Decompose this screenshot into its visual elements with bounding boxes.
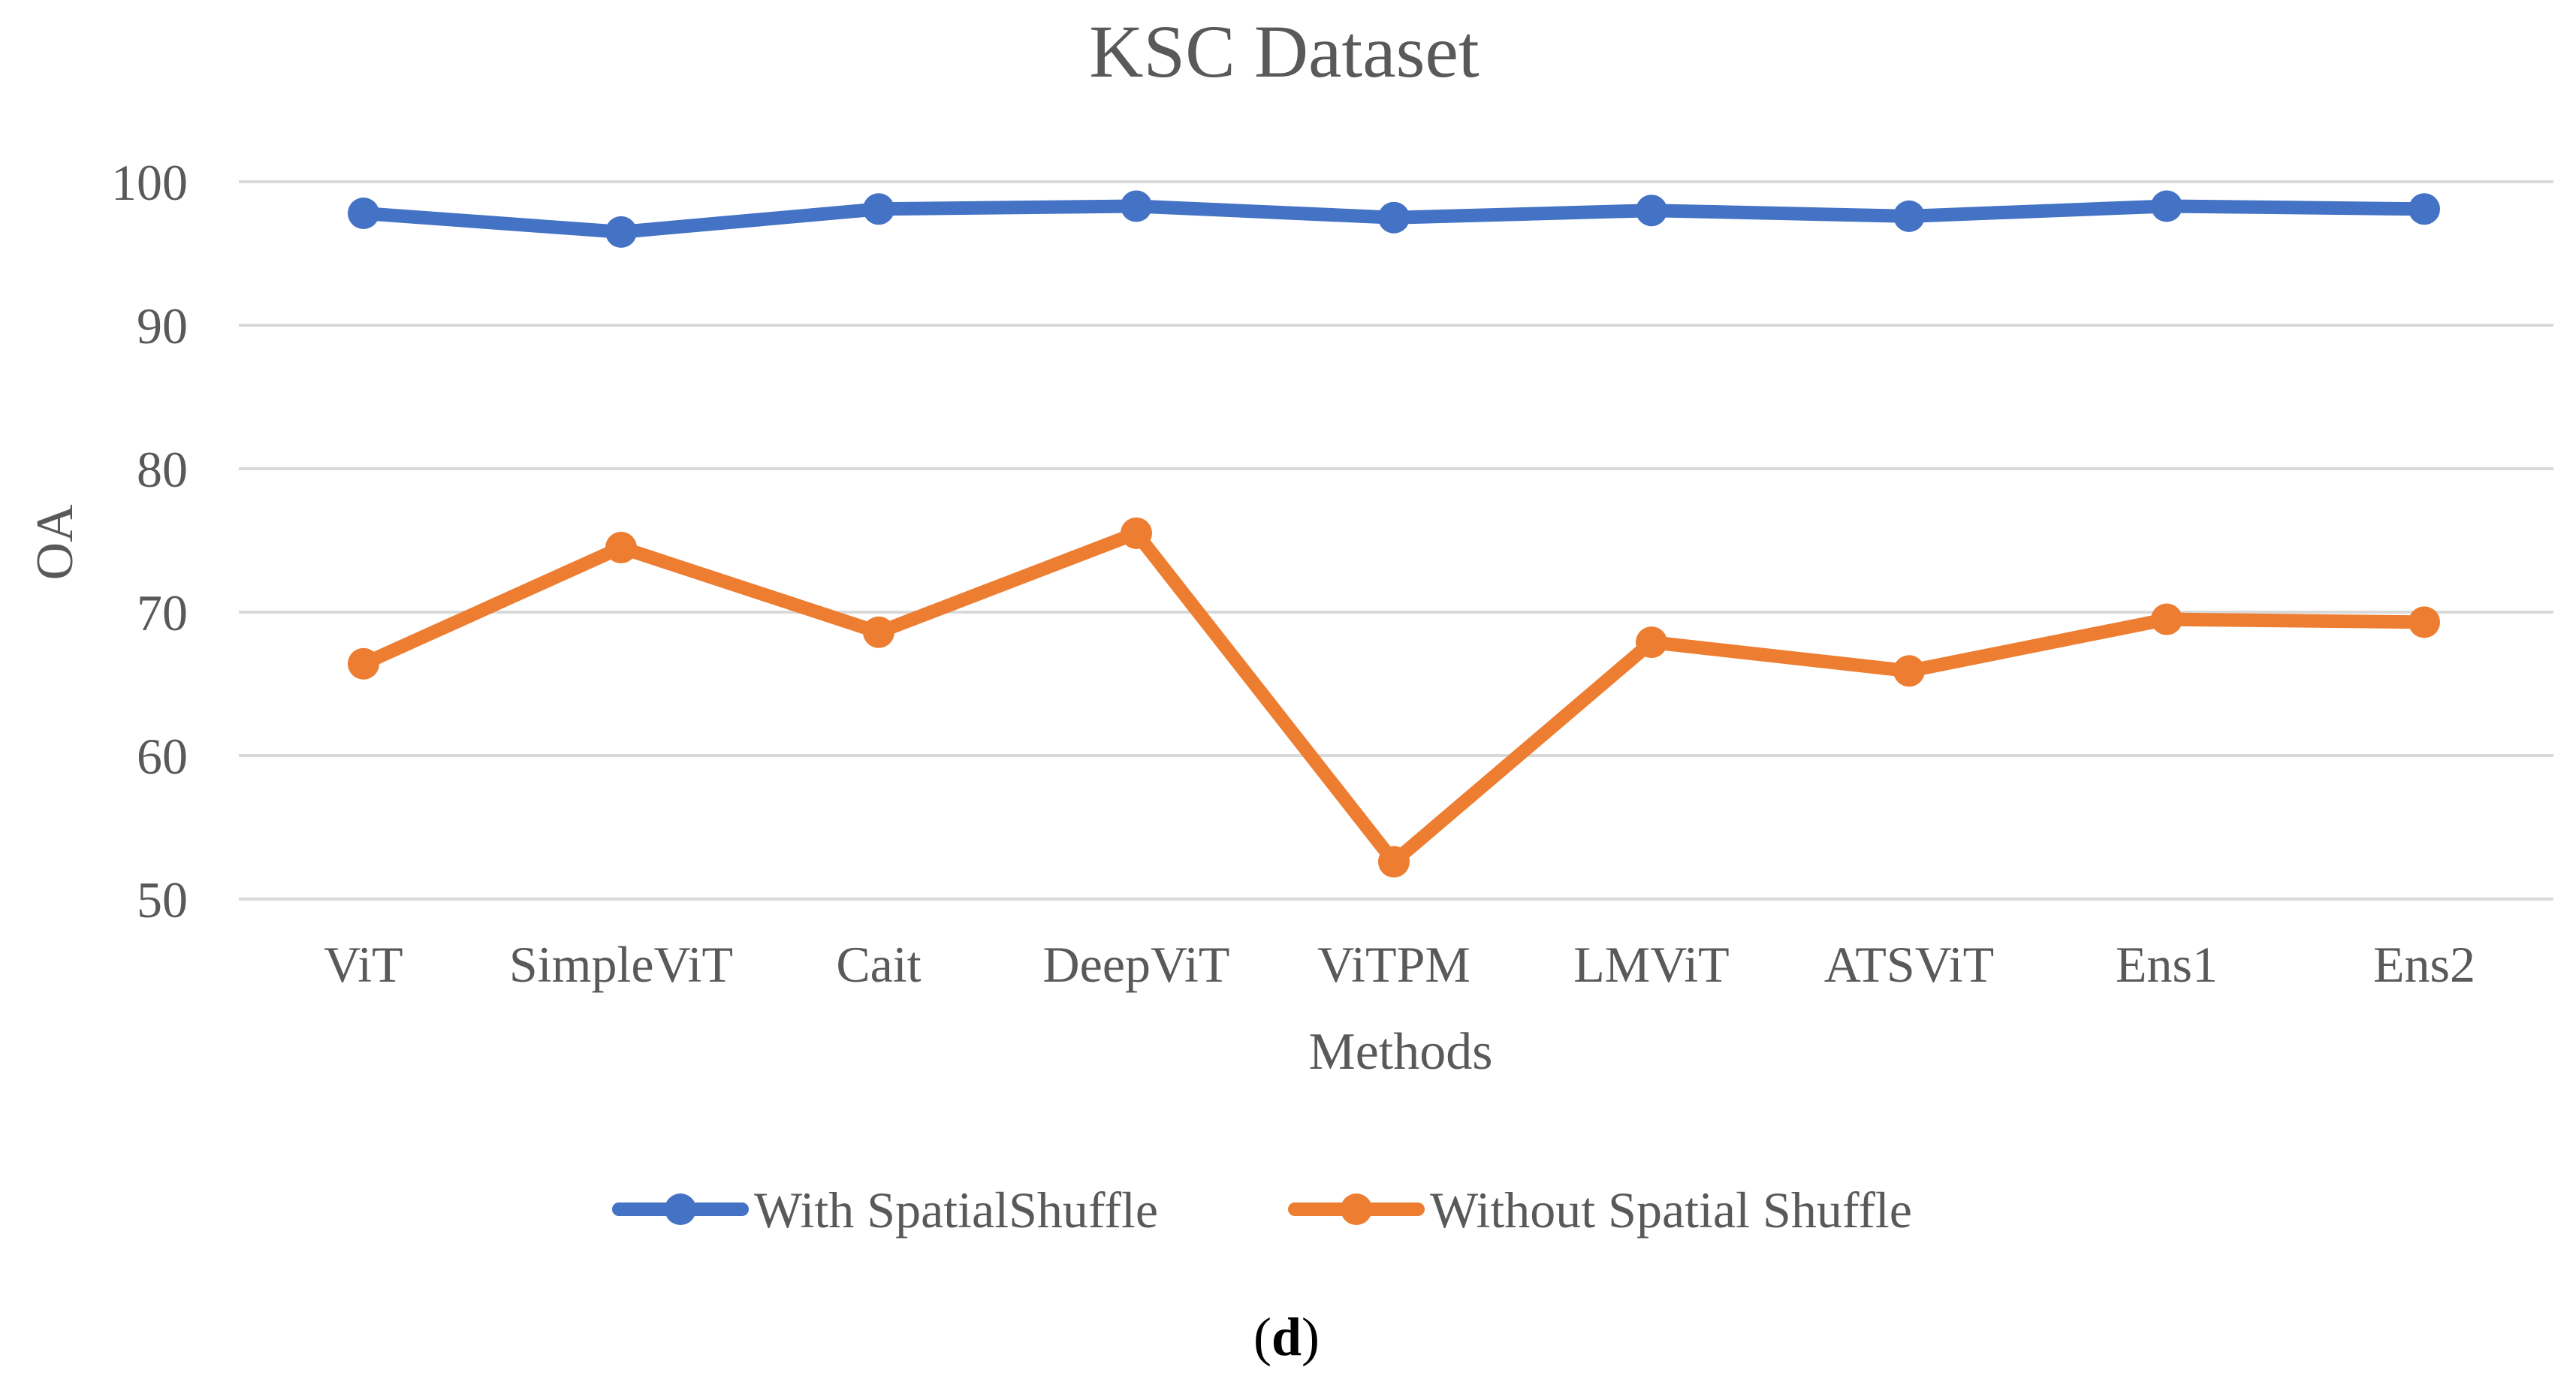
- series-lines: [348, 190, 2440, 878]
- data-point: [1121, 517, 1152, 549]
- data-point: [2151, 603, 2182, 635]
- data-point: [863, 193, 894, 225]
- legend-swatch-marker: [665, 1193, 696, 1225]
- x-tick-label: ViTPM: [1317, 936, 1470, 993]
- y-tick-label: 60: [137, 728, 188, 785]
- legend-label: With SpatialShuffle: [754, 1181, 1158, 1239]
- data-point: [1378, 201, 1410, 234]
- data-point: [1893, 200, 1925, 232]
- x-axis-title: Methods: [1309, 1023, 1493, 1081]
- legend-item: With SpatialShuffle: [612, 1181, 1158, 1239]
- data-point: [1893, 655, 1925, 687]
- data-point: [605, 532, 637, 564]
- data-point: [1636, 626, 1667, 659]
- legend-label: Without Spatial Shuffle: [1430, 1181, 1912, 1239]
- y-tick-labels: 50 60 70 80 90 100: [111, 154, 188, 928]
- data-point: [1121, 190, 1152, 222]
- x-tick-label: ATSViT: [1824, 936, 1994, 993]
- x-tick-label: Ens2: [2373, 936, 2475, 993]
- series-0: [348, 190, 2440, 248]
- y-tick-label: 50: [137, 871, 188, 928]
- gridlines: [239, 180, 2553, 901]
- legend-item: Without Spatial Shuffle: [1288, 1181, 1912, 1239]
- caption-open: (: [1253, 1307, 1271, 1367]
- data-point: [348, 198, 379, 230]
- y-axis-title: OA: [26, 504, 84, 581]
- data-point: [1636, 195, 1667, 227]
- y-tick-label: 80: [137, 441, 188, 498]
- x-tick-label: ViT: [324, 936, 403, 993]
- x-tick-label: SimpleViT: [509, 936, 733, 993]
- data-point: [2151, 190, 2182, 222]
- data-point: [605, 216, 637, 248]
- caption: (d): [1253, 1307, 1320, 1367]
- caption-letter: d: [1271, 1307, 1302, 1367]
- caption-close: ): [1302, 1307, 1320, 1367]
- x-tick-label: Ens1: [2116, 936, 2218, 993]
- legend-swatch-marker: [1341, 1193, 1372, 1225]
- data-point: [2409, 193, 2440, 225]
- y-tick-label: 70: [137, 584, 188, 641]
- y-tick-label: 100: [111, 154, 188, 211]
- chart-title: KSC Dataset: [1089, 10, 1480, 93]
- data-point: [863, 616, 894, 648]
- data-point: [1378, 846, 1410, 878]
- data-point: [348, 647, 379, 680]
- x-tick-labels: ViT SimpleViT Cait DeepViT ViTPM LMViT ATSViT E…: [324, 936, 2475, 993]
- x-tick-label: LMViT: [1573, 936, 1729, 993]
- x-tick-label: DeepViT: [1043, 936, 1230, 993]
- legend: With SpatialShuffle Without Spatial Shuff…: [612, 1181, 1912, 1239]
- y-tick-label: 90: [137, 297, 188, 355]
- data-point: [2409, 606, 2440, 638]
- series-1: [348, 517, 2440, 878]
- x-tick-label: Cait: [836, 936, 921, 993]
